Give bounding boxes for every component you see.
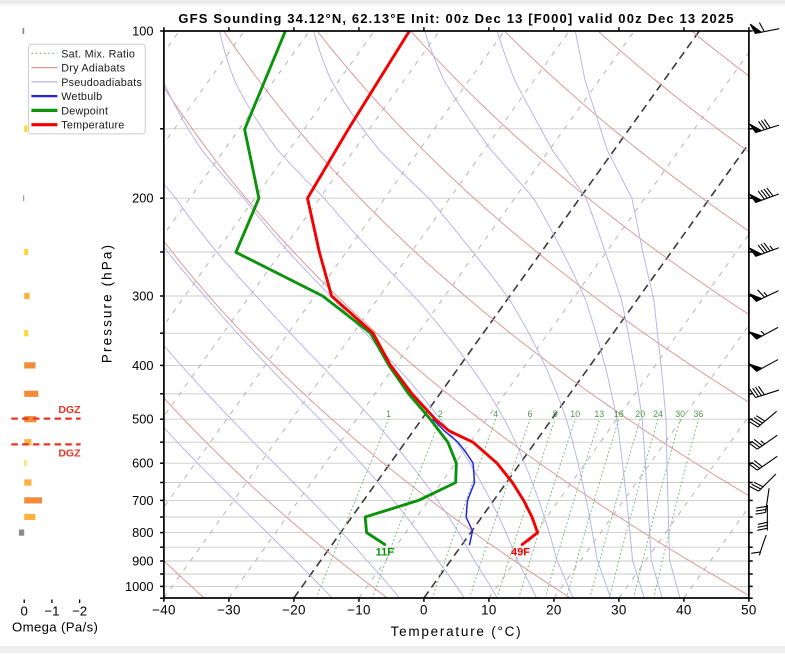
svg-text:800: 800 — [132, 525, 153, 540]
svg-text:Sat. Mix. Ratio: Sat. Mix. Ratio — [61, 48, 135, 60]
svg-text:GFS Sounding 34.12°N, 62.13°E: GFS Sounding 34.12°N, 62.13°E Init: 00z … — [178, 11, 734, 26]
svg-text:8: 8 — [553, 409, 558, 419]
svg-text:100: 100 — [132, 23, 153, 38]
svg-text:4: 4 — [493, 409, 498, 419]
svg-text:−30: −30 — [217, 603, 241, 618]
svg-text:−40: −40 — [152, 603, 176, 618]
svg-text:−1: −1 — [44, 604, 59, 619]
svg-text:Temperature (°C): Temperature (°C) — [391, 624, 523, 639]
svg-text:Pressure (hPa): Pressure (hPa) — [100, 243, 115, 363]
svg-text:6: 6 — [528, 409, 533, 419]
svg-text:Dewpoint: Dewpoint — [61, 105, 108, 117]
svg-text:Omega (Pa/s): Omega (Pa/s) — [12, 620, 98, 635]
svg-text:−2: −2 — [72, 604, 87, 619]
svg-text:Temperature: Temperature — [61, 120, 124, 132]
svg-text:300: 300 — [132, 288, 153, 303]
svg-text:40: 40 — [676, 603, 692, 618]
svg-text:10: 10 — [570, 409, 580, 419]
svg-text:DGZ: DGZ — [58, 448, 81, 460]
svg-text:−20: −20 — [282, 603, 306, 618]
svg-text:11F: 11F — [376, 547, 395, 559]
svg-text:20: 20 — [546, 603, 562, 618]
svg-text:500: 500 — [132, 412, 153, 427]
svg-text:50: 50 — [741, 603, 757, 618]
svg-text:1000: 1000 — [125, 579, 153, 594]
svg-text:Dry Adiabats: Dry Adiabats — [61, 63, 126, 75]
svg-text:Pseudoadiabats: Pseudoadiabats — [61, 77, 142, 89]
svg-text:1: 1 — [386, 409, 391, 419]
svg-text:16: 16 — [614, 409, 624, 419]
svg-text:30: 30 — [675, 409, 685, 419]
svg-text:36: 36 — [694, 409, 704, 419]
svg-text:49F: 49F — [511, 547, 530, 559]
svg-text:10: 10 — [481, 603, 497, 618]
svg-text:30: 30 — [611, 603, 627, 618]
svg-text:400: 400 — [132, 358, 153, 373]
svg-text:Wetbulb: Wetbulb — [61, 91, 102, 103]
svg-text:0: 0 — [21, 604, 28, 619]
svg-text:600: 600 — [132, 456, 153, 471]
svg-text:900: 900 — [132, 553, 153, 568]
svg-text:13: 13 — [594, 409, 604, 419]
svg-text:−10: −10 — [347, 603, 371, 618]
svg-text:DGZ: DGZ — [58, 404, 81, 416]
svg-text:24: 24 — [653, 409, 663, 419]
svg-text:200: 200 — [132, 191, 153, 206]
svg-text:700: 700 — [132, 493, 153, 508]
svg-text:2: 2 — [438, 409, 443, 419]
svg-text:0: 0 — [420, 603, 428, 618]
svg-text:20: 20 — [635, 409, 645, 419]
